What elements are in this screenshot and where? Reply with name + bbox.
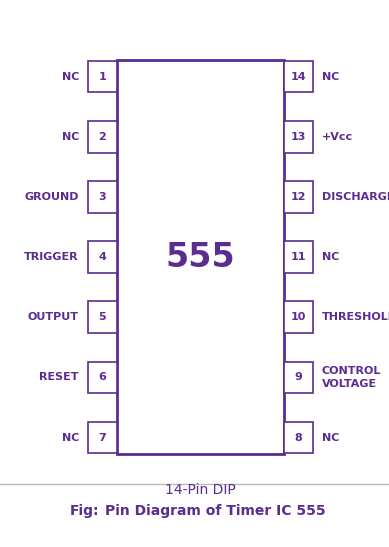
Text: NC: NC	[322, 72, 339, 82]
Text: Pin Diagram of Timer IC 555: Pin Diagram of Timer IC 555	[105, 504, 326, 519]
Bar	[88, 121, 117, 153]
Bar	[88, 181, 117, 213]
Text: 13: 13	[291, 132, 306, 142]
Text: 2: 2	[98, 132, 106, 142]
Text: 555: 555	[165, 241, 235, 274]
Bar	[284, 181, 313, 213]
Text: OUTPUT: OUTPUT	[28, 312, 79, 322]
Text: 11: 11	[291, 252, 306, 262]
Bar	[88, 241, 117, 273]
Text: 5: 5	[98, 312, 106, 322]
Text: 3: 3	[98, 192, 106, 202]
Bar	[284, 121, 313, 153]
Text: 14: 14	[291, 72, 307, 82]
Text: NC: NC	[61, 132, 79, 142]
Text: NC: NC	[322, 433, 339, 443]
Bar	[284, 61, 313, 92]
Text: 6: 6	[98, 373, 106, 382]
Bar	[284, 301, 313, 333]
Text: 12: 12	[291, 192, 306, 202]
Text: +Vcc: +Vcc	[322, 132, 353, 142]
Text: 10: 10	[291, 312, 306, 322]
Text: 7: 7	[98, 433, 106, 443]
Text: THRESHOLD: THRESHOLD	[322, 312, 389, 322]
Bar	[88, 422, 117, 453]
Bar	[88, 301, 117, 333]
Bar	[284, 422, 313, 453]
Text: RESET: RESET	[39, 373, 79, 382]
Text: GROUND: GROUND	[25, 192, 79, 202]
Text: NC: NC	[322, 252, 339, 262]
Text: TRIGGER: TRIGGER	[25, 252, 79, 262]
Text: 8: 8	[295, 433, 302, 443]
Text: NC: NC	[61, 72, 79, 82]
Text: DISCHARGE: DISCHARGE	[322, 192, 389, 202]
Text: Fig:: Fig:	[70, 504, 100, 519]
Text: NC: NC	[61, 433, 79, 443]
Text: 9: 9	[294, 373, 303, 382]
Bar	[284, 241, 313, 273]
Bar	[88, 61, 117, 92]
Bar	[284, 362, 313, 393]
Text: 1: 1	[98, 72, 106, 82]
Bar	[117, 60, 284, 454]
Text: 14-Pin DIP: 14-Pin DIP	[165, 482, 236, 497]
Text: 4: 4	[98, 252, 106, 262]
Bar	[88, 362, 117, 393]
Text: CONTROL
VOLTAGE: CONTROL VOLTAGE	[322, 366, 381, 388]
